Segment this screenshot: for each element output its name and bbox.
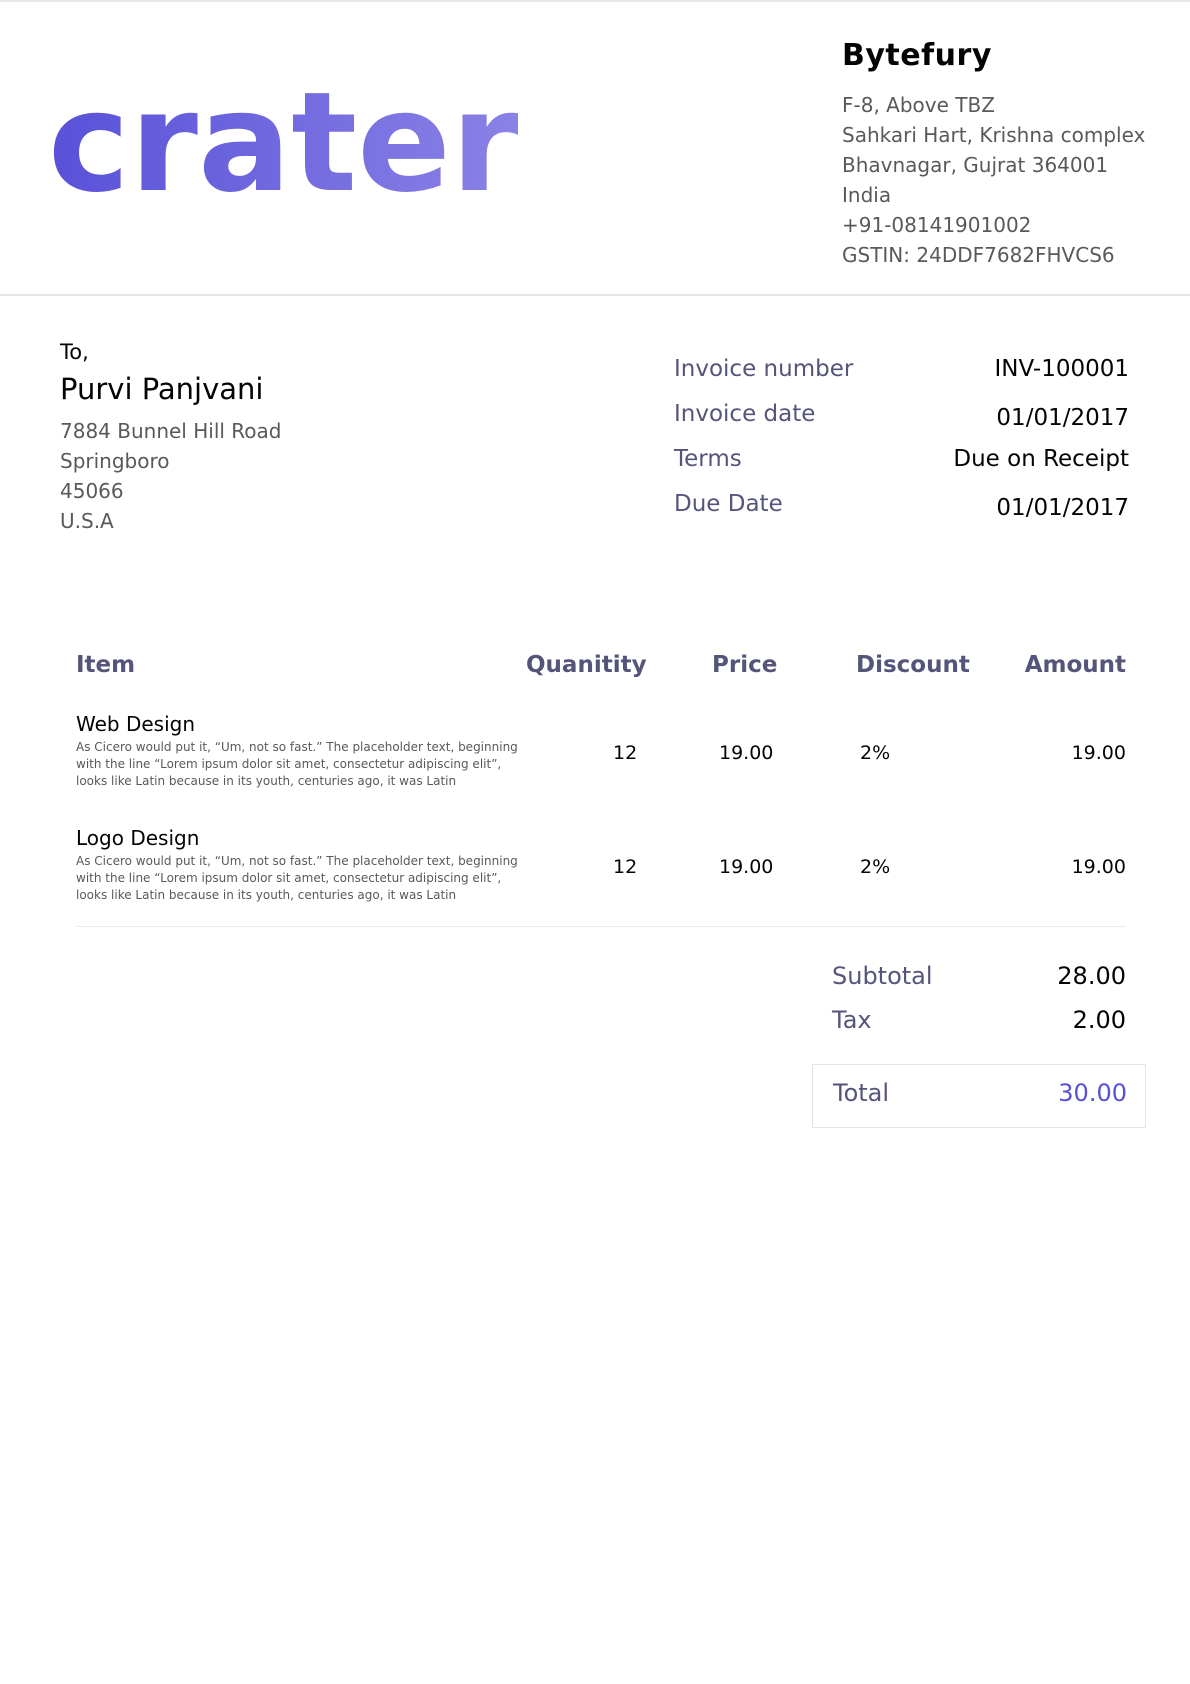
item-quantity: 12 [613, 742, 638, 764]
table-row: Logo Design As Cicero would put it, “Um,… [76, 826, 1126, 940]
item-description: As Cicero would put it, “Um, not so fast… [76, 854, 518, 902]
item-price: 19.00 [719, 742, 774, 764]
company-address-line: F-8, Above TBZ [842, 93, 995, 117]
billing-address-line: U.S.A [60, 509, 114, 533]
company-phone: +91-08141901002 [842, 213, 1032, 237]
company-address-line: Bhavnagar, Gujrat 364001 [842, 153, 1109, 177]
header-price: Price [712, 652, 778, 678]
tax-row: Tax 2.00 [832, 1006, 1126, 1034]
customer-name: Purvi Panjvani [60, 372, 264, 406]
subtotal-value: 28.00 [1057, 962, 1126, 990]
header-discount: Discount [856, 652, 970, 678]
table-row: Web Design As Cicero would put it, “Um, … [76, 712, 1126, 826]
due-date-value: 01/01/2017 [996, 495, 1129, 521]
item-amount: 19.00 [1071, 742, 1126, 764]
billing-address: 7884 Bunnel Hill Road Springboro 45066 U… [60, 416, 281, 536]
due-date-row: Due Date 01/01/2017 [674, 491, 1129, 536]
invoice-number-value: INV-100001 [994, 356, 1129, 382]
invoice-date-row: Invoice date 01/01/2017 [674, 401, 1129, 446]
item-discount: 2% [860, 856, 891, 878]
item-price: 19.00 [719, 856, 774, 878]
subtotal-label: Subtotal [832, 962, 933, 990]
billing-address-line: 7884 Bunnel Hill Road [60, 419, 282, 443]
company-address-line: Sahkari Hart, Krishna complex [842, 123, 1146, 147]
tax-label: Tax [832, 1006, 872, 1034]
item-discount: 2% [860, 742, 891, 764]
header-item: Item [76, 652, 136, 678]
to-label: To, [60, 340, 89, 364]
invoice-date-label: Invoice date [674, 401, 816, 427]
company-name: Bytefury [842, 38, 992, 73]
table-divider [76, 926, 1126, 927]
invoice-date-value: 01/01/2017 [996, 405, 1129, 431]
total-box: Total 30.00 [812, 1064, 1146, 1128]
item-name: Web Design [76, 712, 196, 736]
terms-label: Terms [674, 446, 742, 472]
company-gstin: GSTIN: 24DDF7682FHVCS6 [842, 243, 1115, 267]
total-label: Total [833, 1079, 890, 1107]
item-quantity: 12 [613, 856, 638, 878]
billing-address-line: 45066 [60, 479, 124, 503]
header-amount: Amount [1024, 652, 1126, 678]
svg-text:crater: crater [48, 82, 518, 197]
billing-address-line: Springboro [60, 449, 170, 473]
company-address: F-8, Above TBZ Sahkari Hart, Krishna com… [842, 90, 1145, 270]
tax-value: 2.00 [1072, 1006, 1126, 1034]
invoice-meta: Invoice number INV-100001 Invoice date 01/… [674, 356, 1129, 536]
total-value: 30.00 [1058, 1079, 1127, 1107]
terms-row: Terms Due on Receipt [674, 446, 1129, 491]
item-name: Logo Design [76, 826, 200, 850]
invoice-number-row: Invoice number INV-100001 [674, 356, 1129, 401]
due-date-label: Due Date [674, 491, 783, 517]
item-amount: 19.00 [1071, 856, 1126, 878]
header-quantity: Quanitity [526, 652, 647, 678]
crater-logo: crater [48, 62, 525, 223]
terms-value: Due on Receipt [953, 446, 1129, 472]
item-description: As Cicero would put it, “Um, not so fast… [76, 740, 518, 788]
company-address-line: India [842, 183, 892, 207]
top-border [0, 0, 1190, 2]
header-divider [0, 294, 1190, 296]
invoice-number-label: Invoice number [674, 356, 854, 382]
subtotal-row: Subtotal 28.00 [832, 962, 1126, 990]
